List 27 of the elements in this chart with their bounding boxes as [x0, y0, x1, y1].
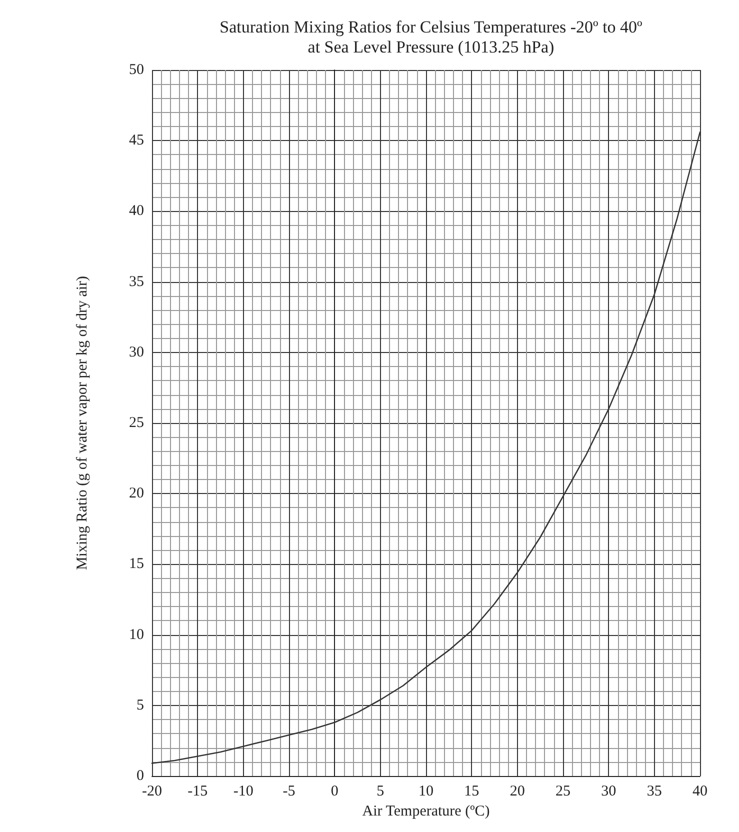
y-tick-label: 40: [129, 203, 144, 220]
x-tick-label: 15: [464, 784, 480, 800]
x-tick-label: 5: [376, 784, 384, 800]
x-tick-label: -10: [233, 784, 254, 800]
y-tick-label: 10: [129, 626, 144, 643]
y-tick-label: 5: [136, 697, 144, 714]
chart-title: Saturation Mixing Ratios for Celsius Temperatures -20º to 40º at Sea Level Pressure (1013.25 hPa): [220, 18, 642, 56]
y-tick-label: 45: [129, 132, 144, 149]
y-axis-title: Mixing Ratio (g of water vapor per kg of dry air): [74, 276, 90, 570]
x-tick-label: -5: [282, 784, 296, 800]
y-tick-label: 50: [129, 62, 144, 78]
x-tick-label: -20: [142, 784, 162, 800]
y-tick-label: 0: [136, 768, 144, 784]
y-tick-label: 15: [129, 556, 144, 572]
x-tick-label: -15: [188, 784, 208, 800]
x-tick-label: 40: [692, 784, 708, 800]
y-tick-label: 20: [129, 486, 144, 502]
y-tick-label: 35: [129, 274, 144, 290]
y-tick-label: 30: [129, 344, 144, 360]
x-tick-label: 0: [330, 784, 338, 800]
x-tick-label: 10: [418, 784, 434, 800]
y-tick-label: 25: [129, 415, 144, 431]
x-tick-label: 20: [510, 784, 525, 800]
x-axis-title: Air Temperature (ºC): [362, 804, 490, 820]
x-tick-label: 25: [556, 784, 570, 800]
x-tick-label: 35: [646, 784, 662, 800]
x-tick-label: 30: [601, 784, 616, 800]
